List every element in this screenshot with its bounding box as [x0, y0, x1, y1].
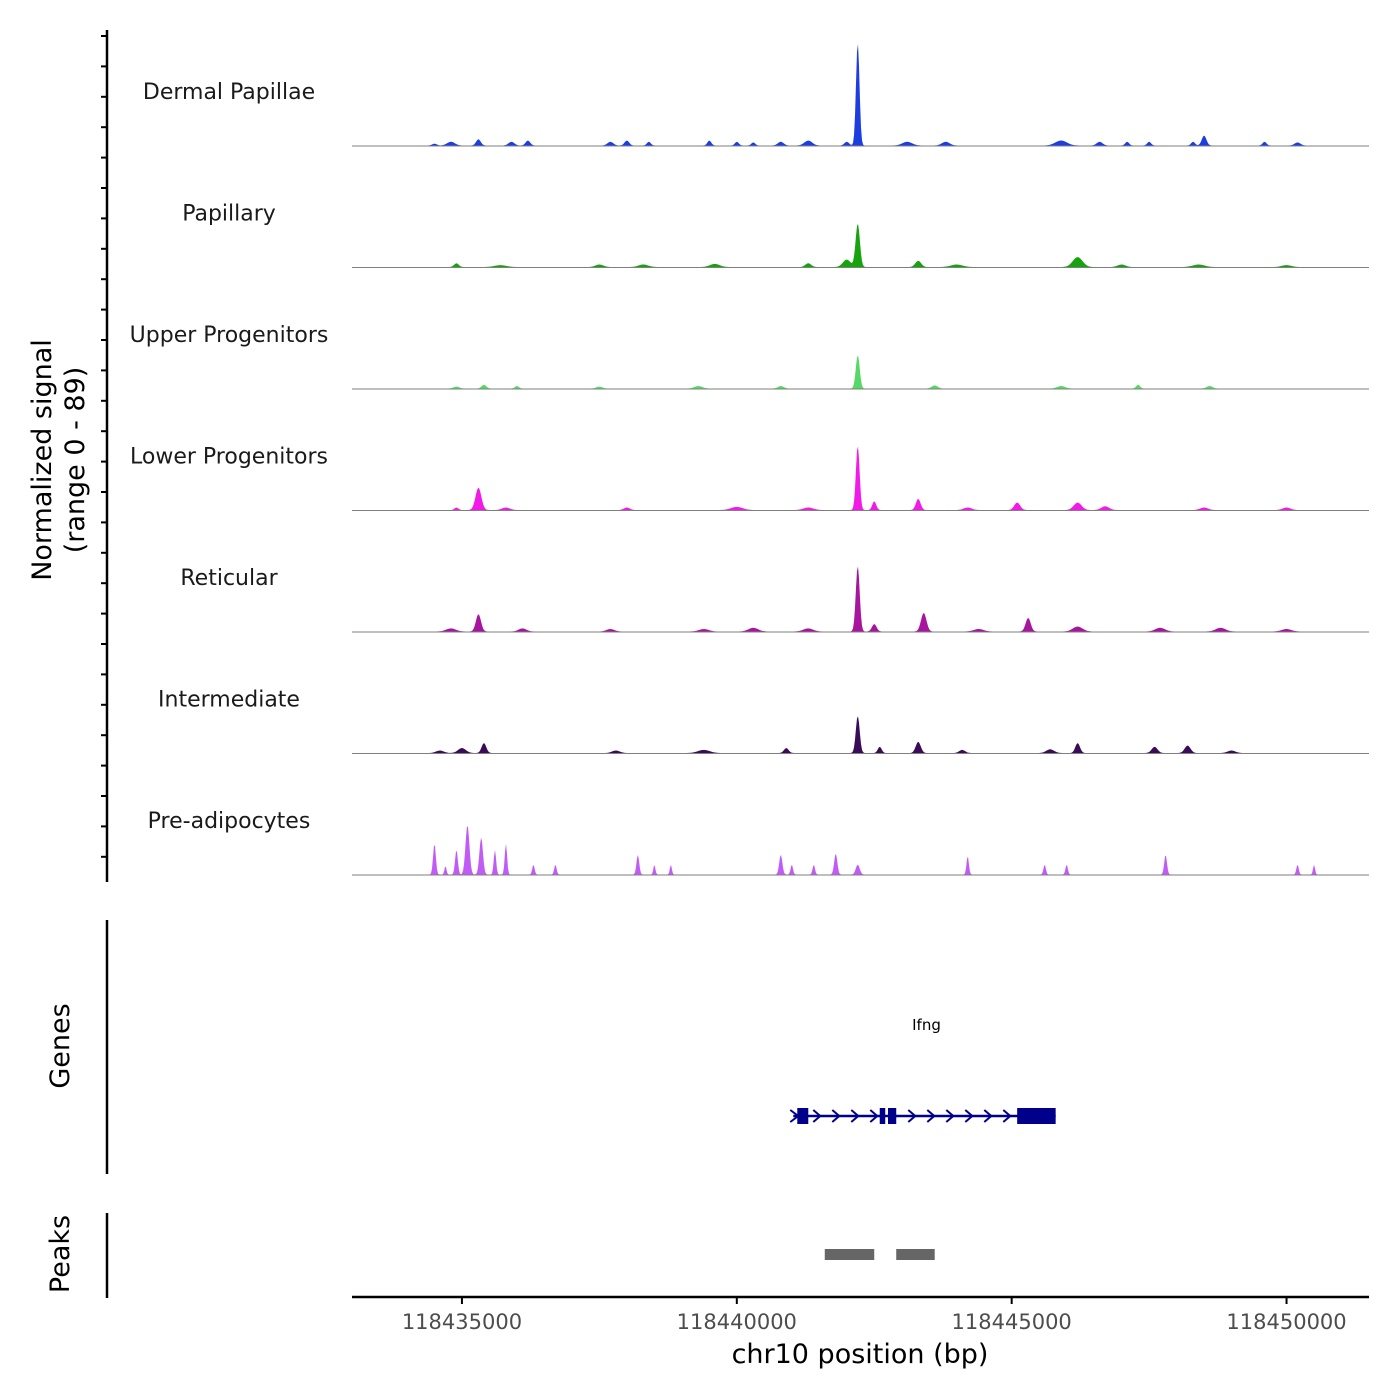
coverage-area: [352, 355, 1369, 389]
track-label: Upper Progenitors: [130, 323, 329, 348]
coverage-area: [352, 223, 1369, 268]
x-tick-label: 118450000: [1226, 1310, 1346, 1334]
track-lower-progenitors: Lower Progenitors: [130, 445, 1369, 511]
coverage-area: [352, 43, 1369, 147]
gene-exon: [797, 1108, 809, 1124]
x-tick-label: 118435000: [402, 1310, 522, 1334]
track-label: Papillary: [182, 202, 276, 227]
track-label: Dermal Papillae: [143, 80, 315, 105]
y-axis-title-line1: Normalized signal: [27, 339, 58, 581]
track-label: Intermediate: [158, 688, 300, 713]
gene-model: Ifng: [789, 1016, 1056, 1124]
peak-region: [824, 1249, 875, 1260]
coverage-area: [352, 826, 1369, 875]
coverage-area: [352, 566, 1369, 632]
track-label: Reticular: [180, 566, 278, 591]
strand-arrow: [945, 1109, 955, 1123]
peaks-panel-title: Peaks: [45, 1215, 76, 1293]
coverage-area: [352, 716, 1369, 754]
signal-y-axis-ticks: [101, 35, 107, 858]
genes-panel-title: Genes: [45, 1003, 76, 1088]
track-label: Lower Progenitors: [130, 445, 328, 470]
signal-tracks: Dermal Papillae Papillary Upper Progenitor…: [130, 43, 1369, 876]
y-axis-title-line2: (range 0 - 89): [60, 367, 91, 554]
track-reticular: Reticular: [180, 566, 1369, 633]
strand-arrow: [983, 1109, 993, 1123]
strand-arrow: [869, 1109, 879, 1123]
peak-region: [896, 1249, 935, 1260]
gene-exon: [879, 1108, 886, 1124]
gene-label: Ifng: [912, 1016, 941, 1034]
track-intermediate: Intermediate: [158, 688, 1369, 754]
strand-arrow: [907, 1109, 917, 1123]
strand-arrow: [1002, 1109, 1012, 1123]
x-axis-title: chr10 position (bp): [732, 1339, 989, 1370]
x-tick-label: 118445000: [952, 1310, 1072, 1334]
strand-arrow: [850, 1109, 860, 1123]
gene-exon: [887, 1108, 897, 1124]
track-label: Pre-adipocytes: [148, 809, 311, 834]
strand-arrow: [812, 1109, 822, 1123]
track-dermal-papillae: Dermal Papillae: [143, 43, 1369, 147]
x-tick-label: 118440000: [677, 1310, 797, 1334]
gene-exon: [1017, 1108, 1056, 1124]
track-pre-adipocytes: Pre-adipocytes: [148, 809, 1369, 876]
strand-arrow: [831, 1109, 841, 1123]
strand-arrow: [964, 1109, 974, 1123]
peak-regions: [824, 1249, 935, 1260]
strand-arrow: [926, 1109, 936, 1123]
track-upper-progenitors: Upper Progenitors: [130, 323, 1369, 390]
x-axis-ticks: 118435000 118440000 118445000 118450000: [402, 1297, 1347, 1334]
track-papillary: Papillary: [182, 202, 1369, 268]
coverage-area: [352, 446, 1369, 511]
